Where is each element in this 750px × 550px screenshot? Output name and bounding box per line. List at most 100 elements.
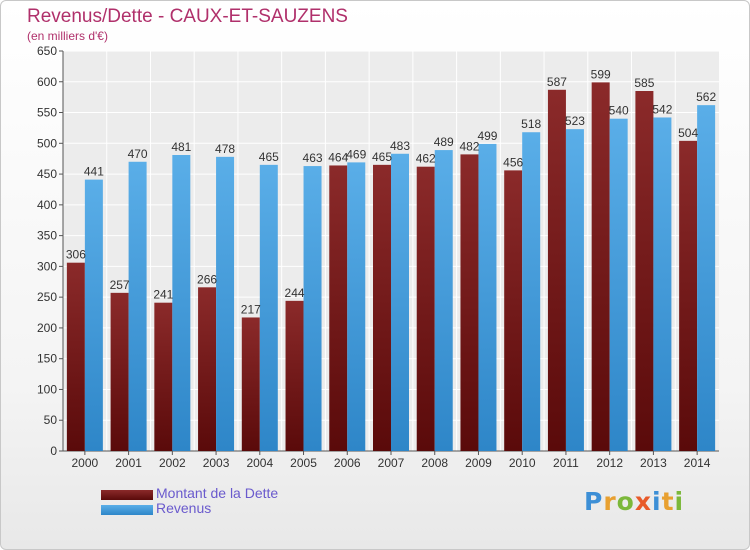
bar-debt bbox=[198, 287, 217, 451]
axes: 0 50 100 150 200 250 300 350 400 450 500 550 600 650 2… bbox=[37, 44, 719, 470]
bar-debt bbox=[373, 164, 391, 451]
bar-revenue bbox=[565, 129, 584, 451]
bar-revenue bbox=[522, 132, 541, 451]
y-tick-label: 350 bbox=[37, 229, 57, 243]
bar-revenue bbox=[259, 164, 278, 451]
legend-label-revenue: Revenus bbox=[156, 500, 212, 516]
bar-debt bbox=[66, 262, 85, 451]
bar-debt bbox=[154, 302, 173, 451]
bar-revenue bbox=[347, 162, 366, 451]
bar-debt bbox=[547, 89, 566, 452]
data-label-debt: 587 bbox=[547, 75, 567, 89]
data-label-revenue: 481 bbox=[171, 140, 191, 154]
bar-debt bbox=[285, 300, 304, 451]
data-label-revenue: 470 bbox=[128, 147, 148, 161]
data-label-revenue: 518 bbox=[521, 117, 541, 131]
data-label-revenue: 523 bbox=[565, 114, 585, 128]
y-tick-label: 450 bbox=[37, 167, 57, 181]
bar-revenue bbox=[391, 153, 409, 451]
y-tick-label: 100 bbox=[37, 382, 57, 396]
bar-revenue bbox=[653, 117, 672, 451]
bar-revenue bbox=[434, 150, 453, 452]
y-tick-label: 600 bbox=[37, 75, 57, 89]
data-label-revenue: 542 bbox=[652, 102, 672, 116]
data-label-revenue: 489 bbox=[434, 135, 454, 149]
bar-debt bbox=[241, 317, 260, 451]
x-tick-label: 2006 bbox=[334, 456, 361, 470]
x-tick-label: 2005 bbox=[290, 456, 317, 470]
x-tick-label: 2003 bbox=[203, 456, 230, 470]
bar-revenue bbox=[478, 143, 497, 451]
y-tick-label: 650 bbox=[37, 44, 57, 58]
chart-title: Revenus/Dette - CAUX-ET-SAUZENS bbox=[27, 6, 348, 27]
y-tick-label: 50 bbox=[44, 413, 58, 427]
data-label-debt: 504 bbox=[678, 126, 698, 140]
x-tick-label: 2013 bbox=[640, 456, 667, 470]
data-label-debt: 456 bbox=[503, 155, 523, 169]
x-tick-label: 2010 bbox=[509, 456, 536, 470]
bar-debt bbox=[679, 140, 698, 451]
x-tick-label: 2014 bbox=[684, 456, 711, 470]
data-label-debt: 585 bbox=[634, 76, 654, 90]
data-label-revenue: 483 bbox=[390, 139, 410, 153]
y-tick-label: 500 bbox=[37, 136, 57, 150]
data-label-revenue: 478 bbox=[215, 142, 235, 156]
y-tick-label: 550 bbox=[37, 106, 57, 120]
bars bbox=[66, 82, 716, 452]
data-label-debt: 465 bbox=[372, 150, 392, 164]
y-tick-label: 0 bbox=[50, 444, 57, 458]
data-label-revenue: 499 bbox=[477, 129, 497, 143]
legend-label-debt: Montant de la Dette bbox=[156, 485, 279, 501]
bar-revenue bbox=[609, 118, 628, 451]
bar-revenue bbox=[697, 105, 716, 452]
bar-revenue bbox=[128, 161, 147, 451]
bar-debt bbox=[635, 91, 654, 451]
bar-debt bbox=[504, 170, 523, 451]
legend-swatch-debt bbox=[101, 490, 153, 500]
bar-revenue bbox=[216, 156, 235, 451]
data-label-debt: 462 bbox=[416, 152, 436, 166]
data-label-revenue: 469 bbox=[346, 147, 366, 161]
bar-debt bbox=[416, 166, 435, 451]
y-tick-label: 400 bbox=[37, 198, 57, 212]
data-label-debt: 464 bbox=[328, 150, 348, 164]
data-label-debt: 241 bbox=[153, 288, 173, 302]
y-tick-label: 300 bbox=[37, 259, 57, 273]
bar-debt bbox=[591, 82, 610, 451]
data-label-debt: 217 bbox=[241, 302, 261, 316]
x-tick-label: 2002 bbox=[159, 456, 186, 470]
bar-revenue bbox=[303, 166, 322, 452]
proxiti-logo: Proxiti bbox=[584, 487, 685, 516]
data-label-debt: 306 bbox=[66, 248, 86, 262]
y-tick-label: 250 bbox=[37, 290, 57, 304]
data-label-debt: 244 bbox=[285, 286, 305, 300]
x-tick-label: 2000 bbox=[72, 456, 99, 470]
data-label-revenue: 562 bbox=[696, 90, 716, 104]
x-tick-label: 2001 bbox=[115, 456, 142, 470]
x-tick-label: 2012 bbox=[596, 456, 623, 470]
bar-revenue bbox=[172, 155, 191, 451]
y-tick-label: 150 bbox=[37, 352, 57, 366]
chart-subtitle: (en milliers d'€) bbox=[27, 29, 108, 43]
x-tick-label: 2007 bbox=[378, 456, 405, 470]
data-label-debt: 266 bbox=[197, 272, 217, 286]
x-tick-label: 2008 bbox=[421, 456, 448, 470]
data-label-debt: 257 bbox=[110, 278, 130, 292]
x-tick-label: 2011 bbox=[553, 456, 579, 470]
data-label-revenue: 540 bbox=[609, 104, 629, 118]
data-label-debt: 599 bbox=[591, 67, 611, 81]
bar-debt bbox=[329, 165, 348, 451]
data-label-revenue: 465 bbox=[259, 150, 279, 164]
data-label-debt: 482 bbox=[459, 139, 479, 153]
bar-revenue bbox=[84, 179, 103, 451]
y-tick-label: 200 bbox=[37, 321, 57, 335]
data-label-revenue: 441 bbox=[84, 165, 104, 179]
data-label-revenue: 463 bbox=[303, 151, 323, 165]
x-tick-label: 2004 bbox=[246, 456, 273, 470]
bar-debt bbox=[460, 154, 479, 451]
x-tick-label: 2009 bbox=[465, 456, 492, 470]
legend-swatch-revenue bbox=[101, 505, 153, 515]
